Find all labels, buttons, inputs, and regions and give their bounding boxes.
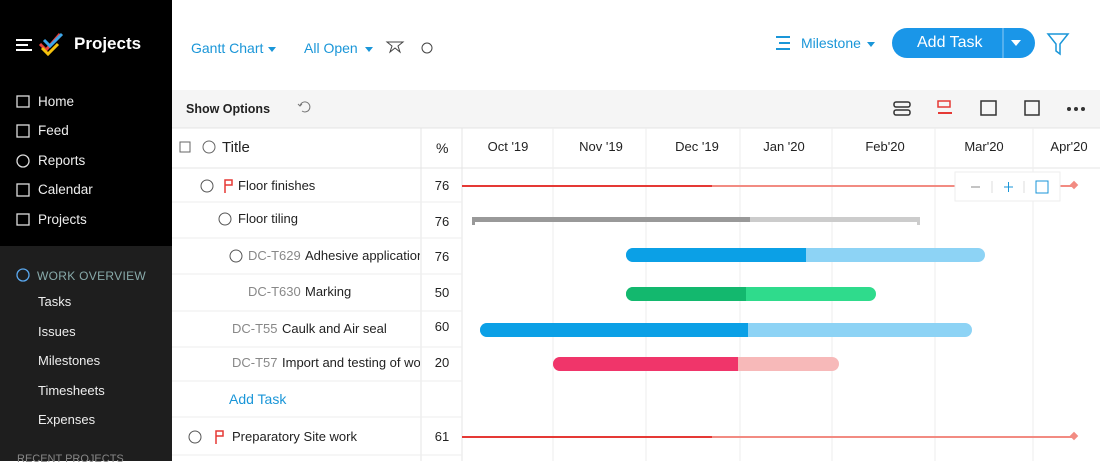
task-id: DC-T57	[232, 355, 278, 370]
nav-item[interactable]: Timesheets	[38, 383, 105, 398]
month-label: Feb'20	[865, 139, 905, 154]
nav-item[interactable]: Home	[38, 94, 75, 109]
task-title[interactable]: Caulk and Air seal	[282, 321, 387, 336]
show-options[interactable]: Show Options	[186, 102, 271, 116]
column-header: Title	[222, 139, 250, 156]
add-task-button[interactable]: Add Task	[917, 34, 983, 51]
view-select[interactable]: Milestone	[801, 35, 861, 51]
caret	[268, 47, 276, 52]
percent: 76	[434, 178, 450, 193]
nav-item[interactable]: Milestones	[38, 353, 101, 368]
nav-item[interactable]: Feed	[38, 123, 69, 138]
month-label: Oct '19	[487, 139, 529, 154]
percent: 76	[434, 249, 450, 264]
month-label: Dec '19	[675, 139, 719, 154]
column-header: %	[436, 140, 449, 156]
breadcrumb[interactable]: Gantt Chart	[191, 40, 264, 56]
nav-item[interactable]: Projects	[38, 212, 87, 227]
sidebar-section	[0, 246, 172, 461]
percent: 76	[434, 214, 450, 229]
month-label: Apr'20	[1050, 139, 1088, 154]
nav-item[interactable]: Calendar	[38, 182, 93, 197]
nav-item[interactable]: Expenses	[38, 412, 96, 427]
section-title: RECENT PROJECTS	[17, 453, 124, 465]
task-title[interactable]: Adhesive application	[305, 248, 420, 263]
month-label: Jan '20	[763, 139, 805, 154]
caret	[867, 42, 875, 47]
percent: 20	[434, 355, 450, 370]
milestone-icon	[215, 430, 224, 444]
percent: 60	[434, 319, 450, 334]
month-label: Nov '19	[579, 139, 623, 154]
toggle[interactable]	[200, 179, 214, 193]
nav-item[interactable]: Tasks	[38, 294, 72, 309]
add-task-link[interactable]: Add Task	[229, 391, 287, 407]
percent: 50	[434, 285, 450, 300]
task-id: DC-T55	[232, 321, 278, 336]
task-title[interactable]: Preparatory Site work	[232, 429, 357, 444]
caret	[365, 47, 373, 52]
nav-item[interactable]: Reports	[38, 153, 86, 168]
percent: 61	[434, 429, 450, 444]
section-title: WORK OVERVIEW	[37, 269, 147, 283]
toggle[interactable]	[188, 430, 202, 444]
nav-item[interactable]: Issues	[38, 324, 76, 339]
task-title[interactable]: Floor tiling	[238, 211, 298, 226]
toggle[interactable]	[218, 212, 232, 226]
milestone-icon	[224, 179, 233, 193]
breadcrumb[interactable]: All Open	[304, 40, 358, 56]
task-title[interactable]: Marking	[305, 284, 352, 299]
app-name: Projects	[74, 34, 142, 53]
toggle[interactable]	[229, 249, 243, 263]
task-title[interactable]: Import and testing of woo..	[282, 355, 420, 370]
month-label: Mar'20	[964, 139, 1004, 154]
task-id: DC-T630	[248, 284, 301, 299]
task-title[interactable]: Floor finishes	[238, 178, 316, 193]
task-id: DC-T629	[248, 248, 301, 263]
